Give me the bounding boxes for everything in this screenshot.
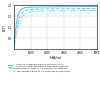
Legend: i    oriented crystal laminations, rolling direction, ii   oriented crystal lami: i oriented crystal laminations, rolling … — [8, 64, 70, 72]
X-axis label: H(A/m): H(A/m) — [49, 56, 62, 60]
Y-axis label: B(T): B(T) — [2, 23, 6, 31]
